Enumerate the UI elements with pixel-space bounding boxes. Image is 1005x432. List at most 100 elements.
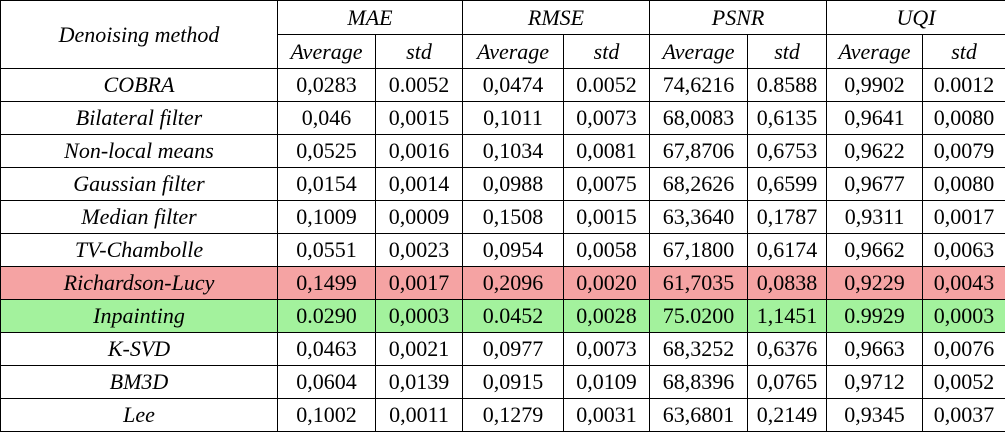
cell-value: 0,0011	[374, 398, 464, 432]
cell-value: 0,0017	[374, 266, 464, 300]
table-row: Gaussian filter 0,0154 0,0014 0,0988 0,0075 6…	[0, 167, 1005, 201]
cell-value: 68,3252	[649, 332, 749, 366]
cell-value: 0,0075	[563, 167, 651, 201]
cell-value: 0,0014	[374, 167, 464, 201]
group-header: PSNR	[649, 0, 828, 35]
cell-value: 0,6174	[747, 233, 828, 267]
cell-value: 0,1034	[462, 134, 565, 168]
cell-value: 0,0003	[374, 299, 464, 333]
cell-value: 0,0765	[747, 365, 828, 399]
table-row: Richardson-Lucy 0,1499 0,0017 0,2096 0,0020 6…	[0, 266, 1005, 300]
cell-value: 0,0525	[277, 134, 376, 168]
cell-value: 0,9712	[826, 365, 924, 399]
cell-value: 0,0080	[922, 101, 1005, 135]
cell-value: 0.0052	[374, 68, 464, 102]
cell-value: 0,0080	[922, 167, 1005, 201]
cell-value: 0,6135	[747, 101, 828, 135]
sub-header: Average	[462, 34, 565, 69]
cell-value: 0,0954	[462, 233, 565, 267]
sub-header: Average	[277, 34, 376, 69]
cell-value: 0,9622	[826, 134, 924, 168]
cell-value: 61,7035	[649, 266, 749, 300]
method-name: Inpainting	[0, 299, 278, 333]
corner-header: Denoising method	[0, 0, 278, 69]
table-row: K-SVD 0,0463 0,0021 0,0977 0,0073 68,3252 0,63…	[0, 332, 1005, 366]
group-header: UQI	[826, 0, 1005, 35]
table-row: BM3D 0,0604 0,0139 0,0915 0,0109 68,8396 0,076…	[0, 365, 1005, 399]
cell-value: 0,0015	[374, 101, 464, 135]
cell-value: 0,9311	[826, 200, 924, 234]
cell-value: 0,0020	[563, 266, 651, 300]
cell-value: 0,0063	[922, 233, 1005, 267]
cell-value: 74,6216	[649, 68, 749, 102]
cell-value: 0,1011	[462, 101, 565, 135]
cell-value: 0.0452	[462, 299, 565, 333]
table-row: COBRA 0,0283 0.0052 0,0474 0.0052 74,6216 0.85…	[0, 68, 1005, 102]
cell-value: 0,0037	[922, 398, 1005, 432]
cell-value: 0,9229	[826, 266, 924, 300]
header-row: Denoising method MAE RMSE PSNR UQI	[0, 0, 1005, 69]
cell-value: 0,0021	[374, 332, 464, 366]
cell-value: 0,0977	[462, 332, 565, 366]
cell-value: 0,9677	[826, 167, 924, 201]
table-row: Median filter 0,1009 0,0009 0,1508 0,0015 63,…	[0, 200, 1005, 234]
cell-value: 0,0154	[277, 167, 376, 201]
cell-value: 67,1800	[649, 233, 749, 267]
sub-header: std	[374, 34, 464, 69]
cell-value: 0,9345	[826, 398, 924, 432]
group-header: RMSE	[462, 0, 651, 35]
cell-value: 0,0079	[922, 134, 1005, 168]
method-name: K-SVD	[0, 332, 278, 366]
sub-header: std	[563, 34, 651, 69]
cell-value: 0.8588	[747, 68, 828, 102]
cell-value: 0,2096	[462, 266, 565, 300]
cell-value: 0,1279	[462, 398, 565, 432]
cell-value: 1,1451	[747, 299, 828, 333]
cell-value: 0,0139	[374, 365, 464, 399]
table-row: Bilateral filter 0,046 0,0015 0,1011 0,0073 6…	[0, 101, 1005, 135]
cell-value: 0,0109	[563, 365, 651, 399]
cell-value: 0,0009	[374, 200, 464, 234]
cell-value: 0,0915	[462, 365, 565, 399]
cell-value: 0,0028	[563, 299, 651, 333]
cell-value: 0,1009	[277, 200, 376, 234]
cell-value: 67,8706	[649, 134, 749, 168]
cell-value: 0,046	[277, 101, 376, 135]
table-row: Non-local means 0,0525 0,0016 0,1034 0,0081 6…	[0, 134, 1005, 168]
table-body: COBRA 0,0283 0.0052 0,0474 0.0052 74,6216 0.85…	[0, 68, 1005, 432]
cell-value: 0,0052	[922, 365, 1005, 399]
cell-value: 0,0043	[922, 266, 1005, 300]
cell-value: 0,0463	[277, 332, 376, 366]
cell-value: 0,9662	[826, 233, 924, 267]
cell-value: 0,9663	[826, 332, 924, 366]
table-row: Lee 0,1002 0,0011 0,1279 0,0031 63,6801 0,2149…	[0, 398, 1005, 432]
sub-header: std	[747, 34, 828, 69]
cell-value: 0,0988	[462, 167, 565, 201]
method-name: Lee	[0, 398, 278, 432]
table-row: TV-Chambolle 0,0551 0,0023 0,0954 0,0058 67,1…	[0, 233, 1005, 267]
cell-value: 0,0003	[922, 299, 1005, 333]
cell-value: 75.0200	[649, 299, 749, 333]
cell-value: 0,9641	[826, 101, 924, 135]
method-name: Median filter	[0, 200, 278, 234]
group-header: MAE	[276, 0, 464, 35]
method-name: Non-local means	[0, 134, 278, 168]
cell-value: 0,0283	[277, 68, 376, 102]
cell-value: 68,0083	[649, 101, 749, 135]
cell-value: 0,1002	[277, 398, 376, 432]
cell-value: 0,0604	[277, 365, 376, 399]
cell-value: 0.0052	[563, 68, 651, 102]
sub-header: Average	[649, 34, 749, 69]
method-name: COBRA	[0, 68, 278, 102]
cell-value: 0,1508	[462, 200, 565, 234]
cell-value: 0,0031	[563, 398, 651, 432]
cell-value: 0,0474	[462, 68, 565, 102]
cell-value: 0,1787	[747, 200, 828, 234]
method-name: Richardson-Lucy	[0, 266, 278, 300]
cell-value: 0,0076	[922, 332, 1005, 366]
cell-value: 0,6376	[747, 332, 828, 366]
method-name: TV-Chambolle	[0, 233, 278, 267]
method-name: Gaussian filter	[0, 167, 278, 201]
cell-value: 0,0551	[277, 233, 376, 267]
